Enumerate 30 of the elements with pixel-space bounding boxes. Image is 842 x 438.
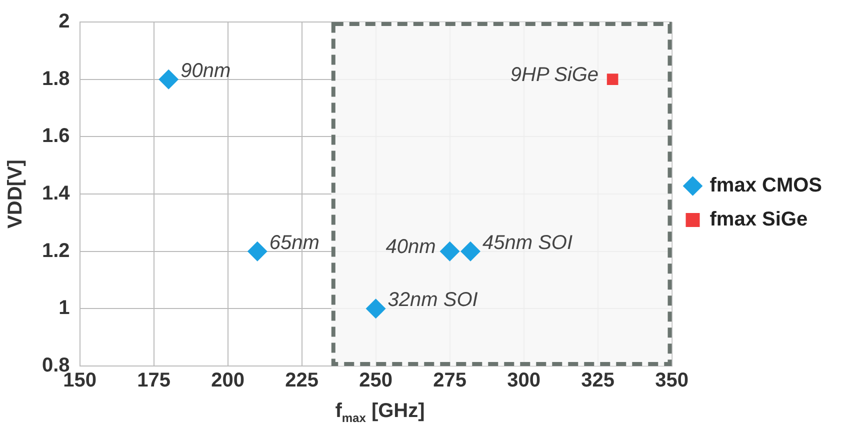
y-tick-label: 2 xyxy=(58,10,70,33)
x-tick-label: 325 xyxy=(581,370,614,392)
y-tick-label: 1 xyxy=(58,297,70,320)
annotation: 9HP SiGe xyxy=(510,64,599,86)
x-tick-label: 225 xyxy=(285,370,318,392)
y-tick-label: 1.4 xyxy=(42,182,71,205)
y-tick-label: 1.6 xyxy=(42,125,70,148)
y-tick-label: 1.8 xyxy=(42,68,70,90)
point xyxy=(366,298,386,319)
annotation: 45nm SOI xyxy=(482,232,573,254)
x-tick-label: 275 xyxy=(433,370,466,392)
y-tick-label: 1.2 xyxy=(42,240,70,262)
x-tick-label: 175 xyxy=(137,370,170,392)
point xyxy=(606,74,618,85)
x-tick-label: 200 xyxy=(211,370,244,392)
annotation: 32nm SOI xyxy=(388,289,478,312)
y-axis-title: VDD[V] xyxy=(4,160,27,228)
point xyxy=(247,241,268,262)
point xyxy=(440,241,460,262)
point xyxy=(460,241,480,262)
legend-label: fmax CMOS xyxy=(710,174,822,197)
x-tick-label: 250 xyxy=(359,370,392,392)
annotation: 40nm xyxy=(386,236,436,258)
legend-label: fmax SiGe xyxy=(710,208,808,231)
x-tick-label: 350 xyxy=(655,370,688,392)
point xyxy=(158,69,179,90)
x-axis-title: f$_{max}$ [GHz] xyxy=(334,400,426,425)
annotation: 65nm xyxy=(269,232,320,254)
x-tick-label: 300 xyxy=(507,370,540,392)
annotation: 90nm xyxy=(180,60,231,82)
